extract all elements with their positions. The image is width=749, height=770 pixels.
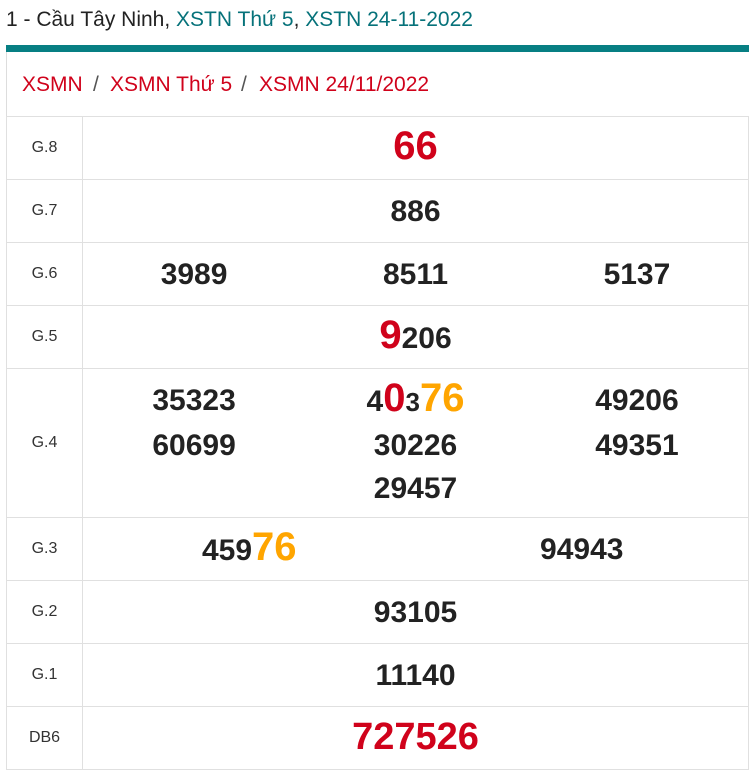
prize-values: 11140 bbox=[82, 643, 749, 707]
number-segment: 0 bbox=[383, 375, 406, 420]
prize-values: 66 bbox=[82, 116, 749, 180]
prize-number: 35323 bbox=[83, 379, 304, 422]
prize-row: G.3 45976 94943 bbox=[6, 517, 749, 581]
prize-number: 93105 bbox=[83, 591, 748, 634]
prize-row: G.5 9206 bbox=[6, 305, 749, 369]
prize-number: 29457 bbox=[305, 467, 526, 510]
number-segment: 11140 bbox=[375, 658, 456, 692]
number-segment: 49206 bbox=[595, 383, 679, 417]
prize-label: G.6 bbox=[6, 242, 83, 306]
number-segment: 76 bbox=[252, 525, 297, 569]
prize-values: 727526 bbox=[82, 706, 749, 770]
prize-row: G.8 66 bbox=[6, 116, 749, 180]
prize-number: 5137 bbox=[526, 253, 747, 296]
number-segment: 66 bbox=[393, 124, 438, 168]
number-segment: 76 bbox=[419, 375, 465, 420]
number-segment: 459 bbox=[201, 534, 253, 567]
breadcrumb-xsmn[interactable]: XSMN bbox=[22, 73, 83, 96]
number-segment: 206 bbox=[401, 322, 452, 355]
prize-row: G.7 886 bbox=[6, 179, 749, 243]
breadcrumb-separator: / bbox=[93, 73, 99, 96]
number-segment: 60699 bbox=[152, 428, 236, 462]
prize-values: 886 bbox=[82, 179, 749, 243]
prize-number: 45976 bbox=[83, 526, 416, 572]
prize-label: G.1 bbox=[6, 643, 83, 707]
prize-number: 886 bbox=[83, 190, 748, 233]
prize-label: G.2 bbox=[6, 580, 83, 644]
page-heading: 1 - Cầu Tây Ninh, XSTN Thứ 5, XSTN 24-11… bbox=[6, 8, 473, 32]
prize-values: 9206 bbox=[82, 305, 749, 369]
prize-number: 94943 bbox=[416, 528, 749, 571]
number-segment: 94943 bbox=[540, 532, 624, 566]
prize-number: 66 bbox=[83, 125, 748, 171]
number-segment: 30226 bbox=[373, 428, 458, 462]
number-segment: 29457 bbox=[373, 471, 458, 505]
heading-comma: , bbox=[293, 8, 306, 31]
prize-number: 11140 bbox=[83, 654, 748, 697]
prize-label: DB6 bbox=[6, 706, 83, 770]
breadcrumb-separator: / bbox=[241, 73, 247, 96]
heading-link-date[interactable]: XSTN 24-11-2022 bbox=[305, 8, 473, 31]
prize-label: G.8 bbox=[6, 116, 83, 180]
prize-row: G.2 93105 bbox=[6, 580, 749, 644]
prize-row: G.1 11140 bbox=[6, 643, 749, 707]
number-segment: 3 bbox=[405, 386, 420, 417]
prize-number: 3989 bbox=[83, 253, 304, 296]
prize-row: G.6 3989 8511 5137 bbox=[6, 242, 749, 306]
prize-number: 40376 bbox=[305, 375, 526, 424]
prize-number: 49351 bbox=[526, 424, 747, 467]
breadcrumb-date[interactable]: XSMN 24/11/2022 bbox=[259, 73, 430, 96]
number-segment: 3989 bbox=[160, 257, 228, 291]
accent-bar bbox=[6, 45, 749, 52]
number-segment: 5137 bbox=[603, 257, 671, 291]
prize-values: 35323 40376 49206 60699 30226 49351 29457 bbox=[82, 368, 749, 518]
prize-values: 93105 bbox=[82, 580, 749, 644]
prize-label: G.7 bbox=[6, 179, 83, 243]
number-segment: 93105 bbox=[373, 595, 458, 629]
prize-number: 727526 bbox=[83, 716, 748, 761]
prize-row: G.4 35323 40376 49206 60699 30226 49351 29457 bbox=[6, 368, 749, 518]
prize-values: 3989 8511 5137 bbox=[82, 242, 749, 306]
results-table: G.8 66 G.7 886 G.6 3989 8511 5137 G.5 9206 G.4 3532… bbox=[6, 116, 749, 770]
prize-number: 8511 bbox=[305, 253, 526, 296]
prize-label: G.3 bbox=[6, 517, 83, 581]
heading-text: 1 - Cầu Tây Ninh, bbox=[6, 8, 177, 31]
prize-values: 45976 94943 bbox=[82, 517, 749, 581]
prize-number: 60699 bbox=[83, 424, 304, 467]
prize-number: 49206 bbox=[526, 379, 747, 422]
number-segment: 8511 bbox=[382, 257, 449, 291]
number-segment: 49351 bbox=[595, 428, 679, 462]
number-segment: 886 bbox=[390, 194, 441, 228]
prize-number: 9206 bbox=[83, 314, 748, 360]
prize-number: 30226 bbox=[305, 424, 526, 467]
number-segment: 35323 bbox=[152, 383, 236, 417]
prize-label: G.5 bbox=[6, 305, 83, 369]
number-segment: 4 bbox=[366, 384, 384, 418]
number-segment: 9 bbox=[379, 313, 402, 357]
number-segment: 727526 bbox=[352, 715, 479, 758]
prize-label: G.4 bbox=[6, 368, 83, 518]
breadcrumb-weekday[interactable]: XSMN Thứ 5 bbox=[110, 73, 233, 96]
breadcrumb: XSMN / XSMN Thứ 5 / XSMN 24/11/2022 bbox=[6, 52, 749, 116]
prize-row: DB6 727526 bbox=[6, 706, 749, 770]
heading-link-weekday[interactable]: XSTN Thứ 5 bbox=[176, 8, 294, 31]
